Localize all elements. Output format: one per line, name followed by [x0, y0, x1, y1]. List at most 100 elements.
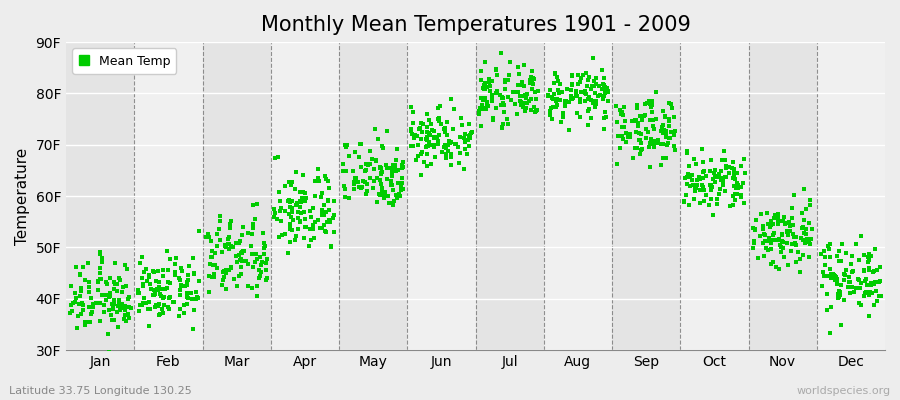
Point — [834, 258, 849, 264]
Point — [192, 278, 206, 284]
Point — [422, 141, 436, 148]
Point — [581, 122, 596, 128]
Point — [845, 284, 859, 290]
Point — [283, 226, 297, 232]
Point — [518, 61, 532, 68]
Point — [480, 99, 494, 105]
Point — [320, 178, 335, 185]
Point — [828, 273, 842, 279]
Point — [767, 214, 781, 221]
Point — [690, 177, 705, 184]
Point — [462, 133, 476, 140]
Point — [443, 140, 457, 146]
Point — [364, 156, 379, 162]
Point — [482, 76, 497, 82]
Point — [370, 175, 384, 182]
Point — [510, 64, 525, 70]
Point — [501, 77, 516, 84]
Point — [103, 290, 117, 296]
Point — [727, 166, 742, 172]
Point — [288, 237, 302, 244]
Point — [285, 226, 300, 233]
Point — [632, 137, 646, 144]
Point — [106, 306, 121, 312]
Point — [662, 123, 676, 130]
Point — [84, 294, 98, 301]
Point — [600, 89, 615, 95]
Point — [598, 108, 613, 115]
Point — [374, 188, 389, 194]
Point — [189, 296, 203, 303]
Point — [322, 185, 337, 192]
Point — [441, 142, 455, 149]
Point — [64, 283, 78, 289]
Point — [705, 184, 719, 190]
Point — [779, 229, 794, 235]
Point — [143, 305, 157, 312]
Point — [411, 142, 426, 148]
Point — [482, 88, 497, 94]
Point — [616, 124, 631, 130]
Point — [862, 256, 877, 262]
Point — [859, 276, 873, 282]
Point — [758, 231, 772, 238]
Point — [514, 99, 528, 106]
Point — [867, 268, 881, 274]
Point — [367, 166, 382, 172]
Point — [179, 290, 194, 296]
Point — [573, 78, 588, 85]
Point — [160, 304, 175, 310]
Point — [311, 178, 326, 184]
Point — [638, 112, 652, 118]
Point — [64, 302, 78, 308]
Point — [248, 258, 262, 265]
Point — [147, 269, 161, 275]
Point — [218, 242, 232, 249]
Point — [764, 222, 778, 228]
Point — [212, 213, 227, 220]
Point — [274, 232, 289, 238]
Point — [797, 186, 812, 192]
Point — [703, 182, 717, 188]
Point — [396, 159, 410, 165]
Point — [553, 96, 567, 103]
Point — [319, 228, 333, 234]
Point — [500, 94, 515, 100]
Point — [527, 76, 542, 82]
Point — [709, 196, 724, 202]
Point — [338, 141, 352, 148]
Point — [659, 128, 673, 134]
Point — [656, 129, 670, 136]
Point — [518, 92, 532, 99]
Point — [220, 241, 235, 247]
Point — [244, 243, 258, 250]
Point — [175, 268, 189, 274]
Point — [377, 191, 392, 197]
Point — [752, 233, 767, 239]
Point — [844, 260, 859, 267]
Point — [795, 224, 809, 231]
Point — [734, 192, 748, 198]
Point — [163, 256, 177, 262]
Point — [427, 142, 441, 149]
Point — [134, 302, 148, 308]
Point — [208, 250, 222, 256]
Point — [571, 72, 585, 78]
Point — [514, 101, 528, 108]
Point — [253, 253, 267, 260]
Point — [823, 253, 837, 260]
Point — [477, 80, 491, 86]
Point — [248, 251, 263, 258]
Point — [354, 163, 368, 170]
Point — [637, 101, 652, 108]
Point — [706, 212, 721, 218]
Point — [392, 191, 406, 198]
Point — [658, 114, 672, 120]
Point — [414, 120, 428, 126]
Point — [711, 173, 725, 179]
Point — [578, 90, 592, 96]
Point — [756, 223, 770, 230]
Point — [135, 274, 149, 281]
Point — [110, 288, 124, 294]
Point — [707, 170, 722, 176]
